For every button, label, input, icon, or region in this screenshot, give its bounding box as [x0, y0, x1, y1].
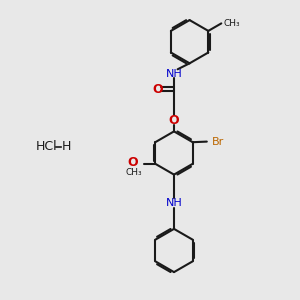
Text: O: O [152, 83, 163, 96]
Text: HCl: HCl [36, 140, 57, 154]
Text: H: H [61, 140, 71, 154]
Text: NH: NH [166, 198, 182, 208]
Text: Br: Br [212, 136, 224, 147]
Text: O: O [128, 156, 138, 169]
Text: CH₃: CH₃ [223, 19, 240, 28]
Text: NH: NH [166, 69, 182, 79]
Text: CH₃: CH₃ [126, 168, 142, 177]
Text: O: O [169, 113, 179, 127]
